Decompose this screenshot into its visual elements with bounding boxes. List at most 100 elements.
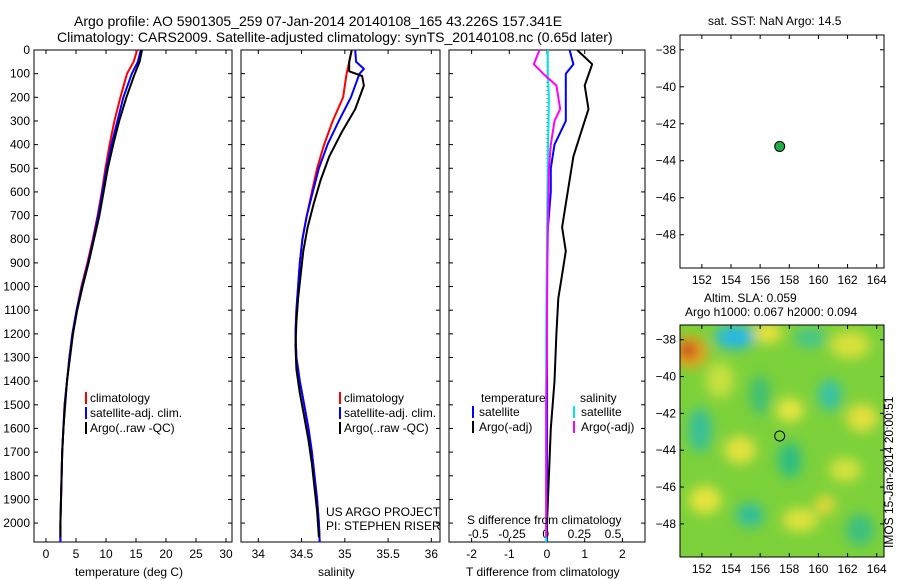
- y-tick-label: −38: [656, 333, 677, 347]
- y-tick-label: 900: [10, 256, 30, 270]
- series-line: [532, 49, 562, 538]
- series-line: [294, 49, 365, 538]
- x-tick-label: 162: [838, 562, 858, 576]
- x-tick-label: 164: [867, 562, 887, 576]
- x-tick-label: -2: [466, 547, 477, 561]
- sst-panel: sat. SST: NaN Argo: 14.5 152 154 156 158 160…: [656, 14, 887, 287]
- series-line: [59, 49, 143, 538]
- y-tick-label: 2000: [3, 516, 30, 530]
- x-tick-label: 15: [129, 547, 143, 561]
- y-tick-label: −38: [656, 43, 677, 57]
- y-tick-label: 1200: [3, 327, 30, 341]
- y-tick-label: 1600: [3, 421, 30, 435]
- y-tick-label: 1100: [4, 303, 30, 317]
- x-tick-label: 34.5: [290, 547, 314, 561]
- sst-title: sat. SST: NaN Argo: 14.5: [708, 14, 842, 28]
- x-tick-label: 35: [338, 547, 352, 561]
- x-tick-label: 25: [189, 547, 203, 561]
- series-line: [294, 49, 353, 543]
- x-tick-label: 1: [581, 547, 588, 561]
- series-line: [59, 49, 139, 542]
- temperature-lines: [59, 49, 143, 542]
- y-tick-label: 0: [23, 43, 30, 57]
- y-tick-label: 300: [10, 114, 30, 128]
- legend-climatology-label: climatology: [344, 391, 404, 405]
- x-tick-label: 156: [750, 273, 770, 287]
- difference-legend: temperature salinity satellite Argo(-adj…: [472, 391, 634, 434]
- legend-temperature-header: temperature: [481, 391, 546, 405]
- sst-axes-ticks: 152 154 156 158 160 162 164 −48 −46 −44 −42 −40 −38: [656, 35, 887, 287]
- legend-t-satellite-label: satellite: [479, 405, 520, 419]
- salinity-xlabel: salinity: [318, 565, 355, 579]
- y-tick-label: 1000: [3, 280, 30, 294]
- sst-markers: [774, 140, 786, 152]
- y-tick-label: −42: [656, 117, 677, 131]
- x-tick-label: 5: [73, 547, 80, 561]
- salinity-lines: [294, 49, 365, 543]
- y-tick-label: 1800: [3, 469, 30, 483]
- salinity-axes-box: [240, 49, 441, 543]
- x-tick-label: 35.5: [376, 547, 400, 561]
- series-line: [546, 49, 594, 538]
- sla-axes-ticks: 152 154 156 158 160 162 164 −48 −46 −44 −42 −40 −38: [656, 325, 887, 576]
- x-top-tick-label: 0.5: [605, 527, 622, 541]
- x-tick-label: 34: [252, 547, 266, 561]
- x-tick-label: 162: [838, 273, 858, 287]
- legend-satellite-label: satellite-adj. clim.: [90, 406, 182, 420]
- sla-background: [680, 325, 884, 557]
- series-line: [546, 49, 575, 542]
- y-tick-label: 700: [10, 209, 30, 223]
- y-tick-label: 600: [10, 185, 30, 199]
- y-tick-label: 1400: [3, 374, 30, 388]
- x-top-tick-label: 0.25: [568, 527, 592, 541]
- temperature-panel: 0100200300400500600700800900100011001200…: [3, 43, 645, 579]
- argo-position-marker: [774, 140, 786, 152]
- header-line2: Climatology: CARS2009. Satellite-adjuste…: [57, 29, 613, 45]
- temperature-x-axis: 0 5 10 15 20 25 30: [43, 50, 233, 561]
- legend-argo-label: Argo(..raw -QC): [90, 421, 175, 435]
- y-tick-label: 500: [10, 161, 30, 175]
- x-tick-label: 152: [692, 562, 712, 576]
- legend-salinity-header: salinity: [580, 391, 617, 405]
- sst-axes-box: [679, 34, 885, 269]
- legend-argo-label: Argo(..raw -QC): [344, 421, 429, 435]
- y-tick-label: −40: [656, 370, 677, 384]
- y-tick-label: 400: [10, 138, 30, 152]
- y-tick-label: 1500: [3, 398, 30, 412]
- x-tick-label: -1: [504, 547, 515, 561]
- difference-panel: -2 -1 0 1 2-0.5 -0.25 0 0.25 0.5 S difference fr…: [448, 49, 646, 579]
- x-tick-label: 158: [779, 273, 799, 287]
- x-tick-label: 10: [99, 547, 113, 561]
- temperature-axes-box: [33, 49, 233, 543]
- temperature-legend: climatology satellite-adj. clim. Argo(..…: [85, 391, 182, 435]
- legend-climatology-label: climatology: [90, 391, 150, 405]
- x-top-tick-label: -0.5: [468, 527, 489, 541]
- difference-xlabel-top: S difference from climatology: [467, 513, 622, 527]
- x-tick-label: 20: [159, 547, 173, 561]
- y-tick-label: 800: [10, 232, 30, 246]
- sla-side-label: IMOS 15-Jan-2014 20:00:51: [882, 396, 896, 548]
- series-line: [59, 49, 142, 542]
- x-tick-label: 160: [808, 273, 828, 287]
- y-tick-label: −42: [656, 406, 677, 420]
- x-tick-label: 164: [867, 273, 887, 287]
- depth-axis: 0 100 200 300 400 500 600 700 800 900 1000 1100 1200…: [3, 43, 645, 530]
- x-tick-label: 0: [43, 547, 50, 561]
- x-tick-label: 152: [692, 273, 712, 287]
- salinity-panel: 34 34.5 35 35.5 36 salinity climatology sate…: [240, 49, 441, 579]
- series-line: [294, 49, 365, 543]
- sla-markers: [774, 430, 786, 442]
- legend-s-satellite-label: satellite: [581, 405, 622, 419]
- x-tick-label: 160: [808, 562, 828, 576]
- sla-heatmap: [680, 325, 884, 557]
- x-tick-label: 2: [619, 547, 626, 561]
- difference-lines: [532, 49, 594, 542]
- credit-pi: PI: STEPHEN RISER: [326, 519, 441, 533]
- credit-project: US ARGO PROJECT: [326, 505, 441, 519]
- x-tick-label: 154: [721, 273, 741, 287]
- salinity-legend: climatology satellite-adj. clim. Argo(..…: [339, 391, 436, 435]
- y-tick-label: 1300: [3, 351, 30, 365]
- y-tick-label: −46: [656, 480, 677, 494]
- x-tick-label: 154: [721, 562, 741, 576]
